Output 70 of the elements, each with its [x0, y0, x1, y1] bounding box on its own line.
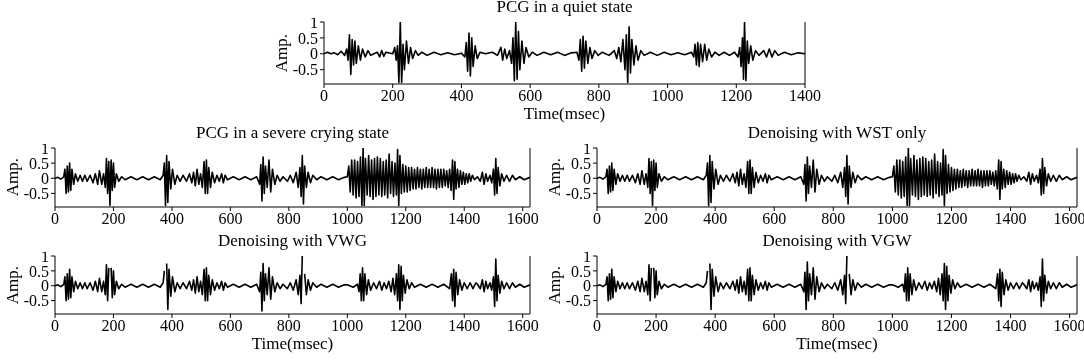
- y-tick-label: 0: [310, 45, 318, 63]
- x-tick-label: 400: [159, 317, 184, 335]
- x-tick-label: 400: [159, 210, 184, 228]
- x-tick-label: 1200: [389, 317, 422, 335]
- x-tick-label: 200: [644, 210, 669, 228]
- y-tick-label: 0.5: [571, 154, 591, 172]
- y-axis-title: Amp.: [3, 265, 23, 305]
- y-tick-label: 1: [41, 139, 49, 157]
- chart-title: PCG in a severe crying state: [194, 122, 391, 144]
- x-tick-label: 600: [518, 87, 543, 105]
- x-tick-label: 1000: [331, 317, 364, 335]
- x-axis-title: Time(msec): [250, 334, 335, 354]
- x-tick-label: 200: [380, 87, 405, 105]
- chart-title: PCG in a quiet state: [495, 0, 634, 18]
- x-tick-label: 600: [218, 210, 243, 228]
- x-tick-label: 400: [703, 210, 728, 228]
- x-tick-label: 800: [821, 210, 846, 228]
- y-tick-label: -0.5: [23, 292, 49, 310]
- x-tick-label: 600: [762, 317, 787, 335]
- x-tick-label: 600: [218, 317, 243, 335]
- x-tick-label: 800: [276, 317, 301, 335]
- x-tick-label: 1400: [789, 87, 821, 105]
- x-tick-label: 1200: [389, 210, 422, 228]
- x-tick-label: 1000: [651, 87, 684, 105]
- x-tick-label: 1200: [935, 317, 968, 335]
- y-tick-label: 0.5: [298, 29, 318, 47]
- x-axis-title: Time(msec): [522, 104, 607, 124]
- x-tick-label: 1200: [935, 210, 968, 228]
- x-axis-title: Time(msec): [795, 334, 879, 354]
- y-tick-label: 0: [583, 169, 591, 187]
- chart-title: Denoising with VWG: [217, 230, 368, 252]
- x-tick-label: 1600: [506, 317, 539, 335]
- y-tick-label: 1: [310, 13, 318, 31]
- y-tick-label: 0: [41, 277, 49, 295]
- x-tick-label: 1000: [331, 210, 364, 228]
- y-tick-label: -0.5: [23, 185, 49, 203]
- x-tick-label: 1600: [506, 210, 539, 228]
- x-tick-label: 200: [644, 317, 669, 335]
- x-tick-label: 1000: [876, 210, 909, 228]
- x-tick-label: 800: [276, 210, 301, 228]
- y-tick-label: -0.5: [292, 61, 318, 79]
- y-tick-label: 0: [41, 169, 49, 187]
- y-tick-label: 0: [583, 277, 591, 295]
- y-axis-title: Amp.: [545, 158, 565, 197]
- chart-title: Denoising with VGW: [761, 230, 913, 252]
- x-tick-label: 800: [821, 317, 846, 335]
- y-tick-label: 1: [41, 247, 49, 265]
- x-tick-label: 800: [586, 87, 611, 105]
- y-tick-label: 0.5: [571, 262, 591, 280]
- y-axis-title: Amp.: [545, 265, 565, 305]
- x-tick-label: 1000: [876, 317, 909, 335]
- chart-title: Denoising with WST only: [746, 122, 928, 144]
- y-tick-label: 1: [583, 139, 591, 157]
- y-tick-label: -0.5: [565, 185, 591, 203]
- y-tick-label: 0.5: [29, 154, 49, 172]
- y-tick-label: -0.5: [565, 292, 591, 310]
- x-tick-label: 1400: [994, 317, 1027, 335]
- x-tick-label: 1400: [448, 317, 481, 335]
- x-tick-label: 400: [703, 317, 728, 335]
- x-tick-label: 200: [101, 317, 126, 335]
- x-tick-label: 1400: [448, 210, 481, 228]
- y-tick-label: 0.5: [29, 262, 49, 280]
- x-tick-label: 1200: [720, 87, 753, 105]
- x-tick-label: 200: [101, 210, 126, 228]
- x-tick-label: 400: [449, 87, 474, 105]
- y-axis-title: Amp.: [272, 33, 292, 73]
- y-tick-label: 1: [583, 247, 591, 265]
- y-axis-title: Amp.: [3, 158, 23, 197]
- x-tick-label: 600: [762, 210, 787, 228]
- x-tick-label: 1400: [994, 210, 1027, 228]
